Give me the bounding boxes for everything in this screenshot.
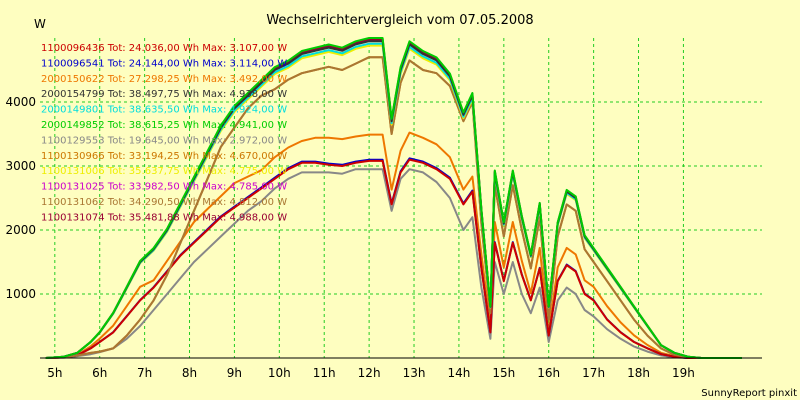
axes: 5h 6h 7h 8h 9h 10h 11h 12h 13h 14h 15h 16h 17h 18h 19h… bbox=[5, 95, 762, 380]
x-tick-label: 10h bbox=[268, 366, 291, 380]
series-lines bbox=[45, 37, 742, 359]
chart-title: Wechselrichtervergleich vom 07.05.2008 bbox=[266, 13, 533, 28]
legend-entry: 1100096541 Tot: 24.144,00 Wh Max: 3.114,… bbox=[41, 58, 287, 69]
footer-credit: SunnyReport pinxit bbox=[701, 388, 797, 399]
series-line-3 bbox=[45, 131, 742, 359]
y-tick-label: 3000 bbox=[5, 159, 36, 173]
y-tick-label: 4000 bbox=[5, 95, 36, 109]
legend-entry: 1100131074 Tot: 35.481,88 Wh Max: 4.988,… bbox=[41, 212, 287, 223]
legend: 1100096436 Tot: 24.036,00 Wh Max: 3.107,… bbox=[41, 43, 287, 223]
x-tick-label: 7h bbox=[137, 366, 152, 380]
x-tick-label: 8h bbox=[182, 366, 197, 380]
x-tick-label: 16h bbox=[537, 366, 560, 380]
x-tick-label: 6h bbox=[92, 366, 107, 380]
y-tick-label: 2000 bbox=[5, 223, 36, 237]
y-axis-label: W bbox=[34, 17, 46, 31]
x-tick-label: 12h bbox=[358, 366, 381, 380]
x-tick-label: 5h bbox=[47, 366, 62, 380]
x-tick-label: 18h bbox=[627, 366, 650, 380]
grid bbox=[40, 38, 762, 358]
legend-entry: 2000149852 Tot: 38.615,25 Wh Max: 4.941,… bbox=[41, 120, 287, 131]
y-tick-label: 1000 bbox=[5, 287, 36, 301]
legend-entry: 2000150622 Tot: 27.298,25 Wh Max: 3.492,… bbox=[41, 74, 287, 85]
x-tick-label: 17h bbox=[582, 366, 605, 380]
legend-entry: 1100129553 Tot: 19.645,00 Wh Max: 2.972,… bbox=[41, 135, 287, 146]
legend-entry: 2000149801 Tot: 38.635,50 Wh Max: 4.924,… bbox=[41, 105, 287, 116]
legend-entry: 1100131025 Tot: 33.982,50 Wh Max: 4.785,… bbox=[41, 182, 287, 193]
series-line-11 bbox=[45, 56, 742, 359]
legend-entry: 1100130966 Tot: 33.194,25 Wh Max: 4.670,… bbox=[41, 151, 287, 162]
legend-entry: 2000154799 Tot: 38.497,75 Wh Max: 4.938,… bbox=[41, 89, 287, 100]
x-tick-label: 13h bbox=[403, 366, 426, 380]
legend-entry: 1100131062 Tot: 34.290,50 Wh Max: 4.812,… bbox=[41, 197, 287, 208]
x-tick-label: 15h bbox=[492, 366, 515, 380]
series-line-6 bbox=[45, 37, 742, 359]
series-line-7 bbox=[45, 168, 742, 359]
x-tick-label: 14h bbox=[447, 366, 470, 380]
x-tick-label: 9h bbox=[227, 366, 242, 380]
legend-entry: 1100096436 Tot: 24.036,00 Wh Max: 3.107,… bbox=[41, 43, 287, 54]
x-tick-label: 11h bbox=[313, 366, 336, 380]
legend-entry: 1100131006 Tot: 35.637,75 Wh Max: 4.775,… bbox=[41, 166, 287, 177]
x-tick-label: 19h bbox=[672, 366, 695, 380]
series-line-1 bbox=[45, 158, 742, 359]
